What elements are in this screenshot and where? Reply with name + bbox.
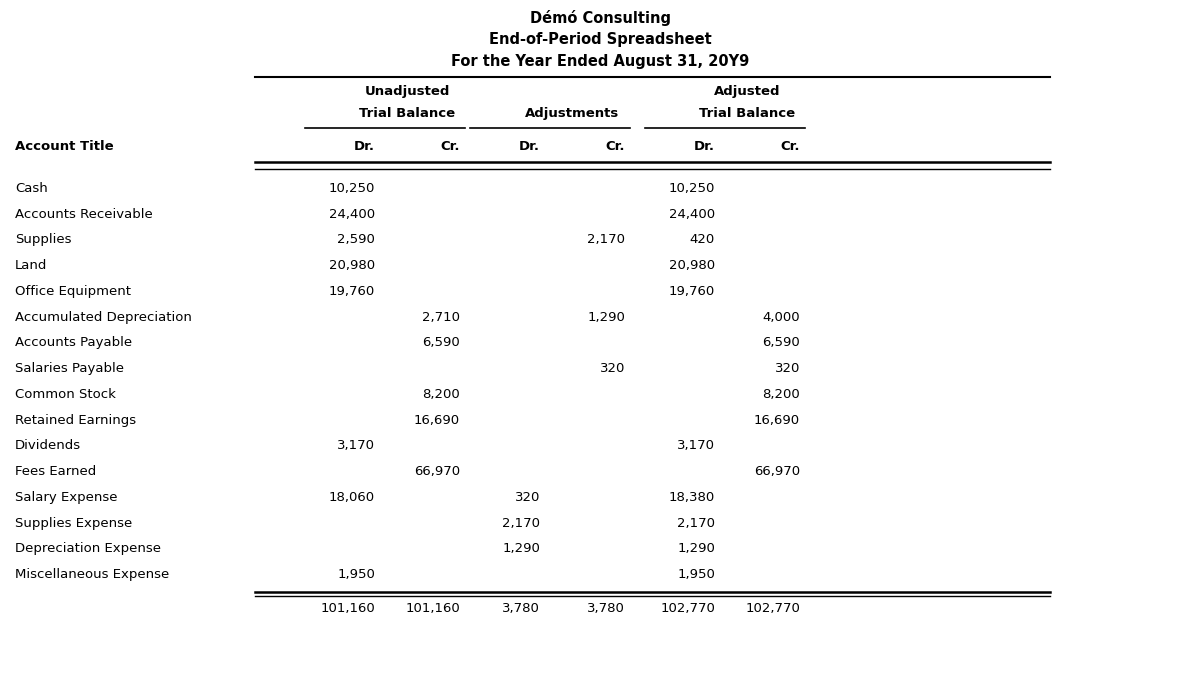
Text: 3,780: 3,780 <box>502 602 540 615</box>
Text: 24,400: 24,400 <box>329 208 374 220</box>
Text: Depreciation Expense: Depreciation Expense <box>14 542 161 556</box>
Text: Account Title: Account Title <box>14 140 114 153</box>
Text: 101,160: 101,160 <box>320 602 374 615</box>
Text: Accumulated Depreciation: Accumulated Depreciation <box>14 310 192 324</box>
Text: Dividends: Dividends <box>14 439 82 452</box>
Text: 1,290: 1,290 <box>587 310 625 324</box>
Text: 10,250: 10,250 <box>668 182 715 195</box>
Text: Cr.: Cr. <box>606 140 625 153</box>
Text: 1,950: 1,950 <box>337 568 374 581</box>
Text: Common Stock: Common Stock <box>14 388 116 401</box>
Text: 18,060: 18,060 <box>329 491 374 504</box>
Text: 3,170: 3,170 <box>677 439 715 452</box>
Text: 101,160: 101,160 <box>406 602 460 615</box>
Text: 320: 320 <box>600 362 625 375</box>
Text: 320: 320 <box>515 491 540 504</box>
Text: 1,290: 1,290 <box>502 542 540 556</box>
Text: 2,170: 2,170 <box>502 516 540 529</box>
Text: 24,400: 24,400 <box>668 208 715 220</box>
Text: 8,200: 8,200 <box>422 388 460 401</box>
Text: Cr.: Cr. <box>780 140 800 153</box>
Text: Unadjusted: Unadjusted <box>365 85 450 98</box>
Text: End-of-Period Spreadsheet: End-of-Period Spreadsheet <box>488 32 712 47</box>
Text: Supplies Expense: Supplies Expense <box>14 516 132 529</box>
Text: 102,770: 102,770 <box>660 602 715 615</box>
Text: Miscellaneous Expense: Miscellaneous Expense <box>14 568 169 581</box>
Text: 20,980: 20,980 <box>329 259 374 272</box>
Text: Dr.: Dr. <box>694 140 715 153</box>
Text: 19,760: 19,760 <box>329 285 374 298</box>
Text: 2,170: 2,170 <box>677 516 715 529</box>
Text: Trial Balance: Trial Balance <box>700 107 796 120</box>
Text: Démó Consulting: Démó Consulting <box>529 10 671 26</box>
Text: 20,980: 20,980 <box>668 259 715 272</box>
Text: 2,590: 2,590 <box>337 233 374 246</box>
Text: 10,250: 10,250 <box>329 182 374 195</box>
Text: Fees Earned: Fees Earned <box>14 465 96 478</box>
Text: Supplies: Supplies <box>14 233 72 246</box>
Text: 3,170: 3,170 <box>337 439 374 452</box>
Text: 1,950: 1,950 <box>677 568 715 581</box>
Text: 1,290: 1,290 <box>677 542 715 556</box>
Text: 2,170: 2,170 <box>587 233 625 246</box>
Text: 19,760: 19,760 <box>668 285 715 298</box>
Text: Adjustments: Adjustments <box>526 107 619 120</box>
Text: Accounts Payable: Accounts Payable <box>14 337 132 349</box>
Text: 6,590: 6,590 <box>762 337 800 349</box>
Text: 16,690: 16,690 <box>754 414 800 427</box>
Text: Office Equipment: Office Equipment <box>14 285 131 298</box>
Text: 2,710: 2,710 <box>422 310 460 324</box>
Text: Adjusted: Adjusted <box>714 85 781 98</box>
Text: 18,380: 18,380 <box>668 491 715 504</box>
Text: Cash: Cash <box>14 182 48 195</box>
Text: 320: 320 <box>775 362 800 375</box>
Text: 3,780: 3,780 <box>587 602 625 615</box>
Text: For the Year Ended August 31, 20Y9: For the Year Ended August 31, 20Y9 <box>451 54 749 69</box>
Text: Dr.: Dr. <box>520 140 540 153</box>
Text: 16,690: 16,690 <box>414 414 460 427</box>
Text: 102,770: 102,770 <box>745 602 800 615</box>
Text: Retained Earnings: Retained Earnings <box>14 414 136 427</box>
Text: Land: Land <box>14 259 47 272</box>
Text: Dr.: Dr. <box>354 140 374 153</box>
Text: Salary Expense: Salary Expense <box>14 491 118 504</box>
Text: 8,200: 8,200 <box>762 388 800 401</box>
Text: Cr.: Cr. <box>440 140 460 153</box>
Text: 6,590: 6,590 <box>422 337 460 349</box>
Text: 420: 420 <box>690 233 715 246</box>
Text: Salaries Payable: Salaries Payable <box>14 362 124 375</box>
Text: 4,000: 4,000 <box>762 310 800 324</box>
Text: 66,970: 66,970 <box>414 465 460 478</box>
Text: 66,970: 66,970 <box>754 465 800 478</box>
Text: Accounts Receivable: Accounts Receivable <box>14 208 152 220</box>
Text: Trial Balance: Trial Balance <box>360 107 456 120</box>
